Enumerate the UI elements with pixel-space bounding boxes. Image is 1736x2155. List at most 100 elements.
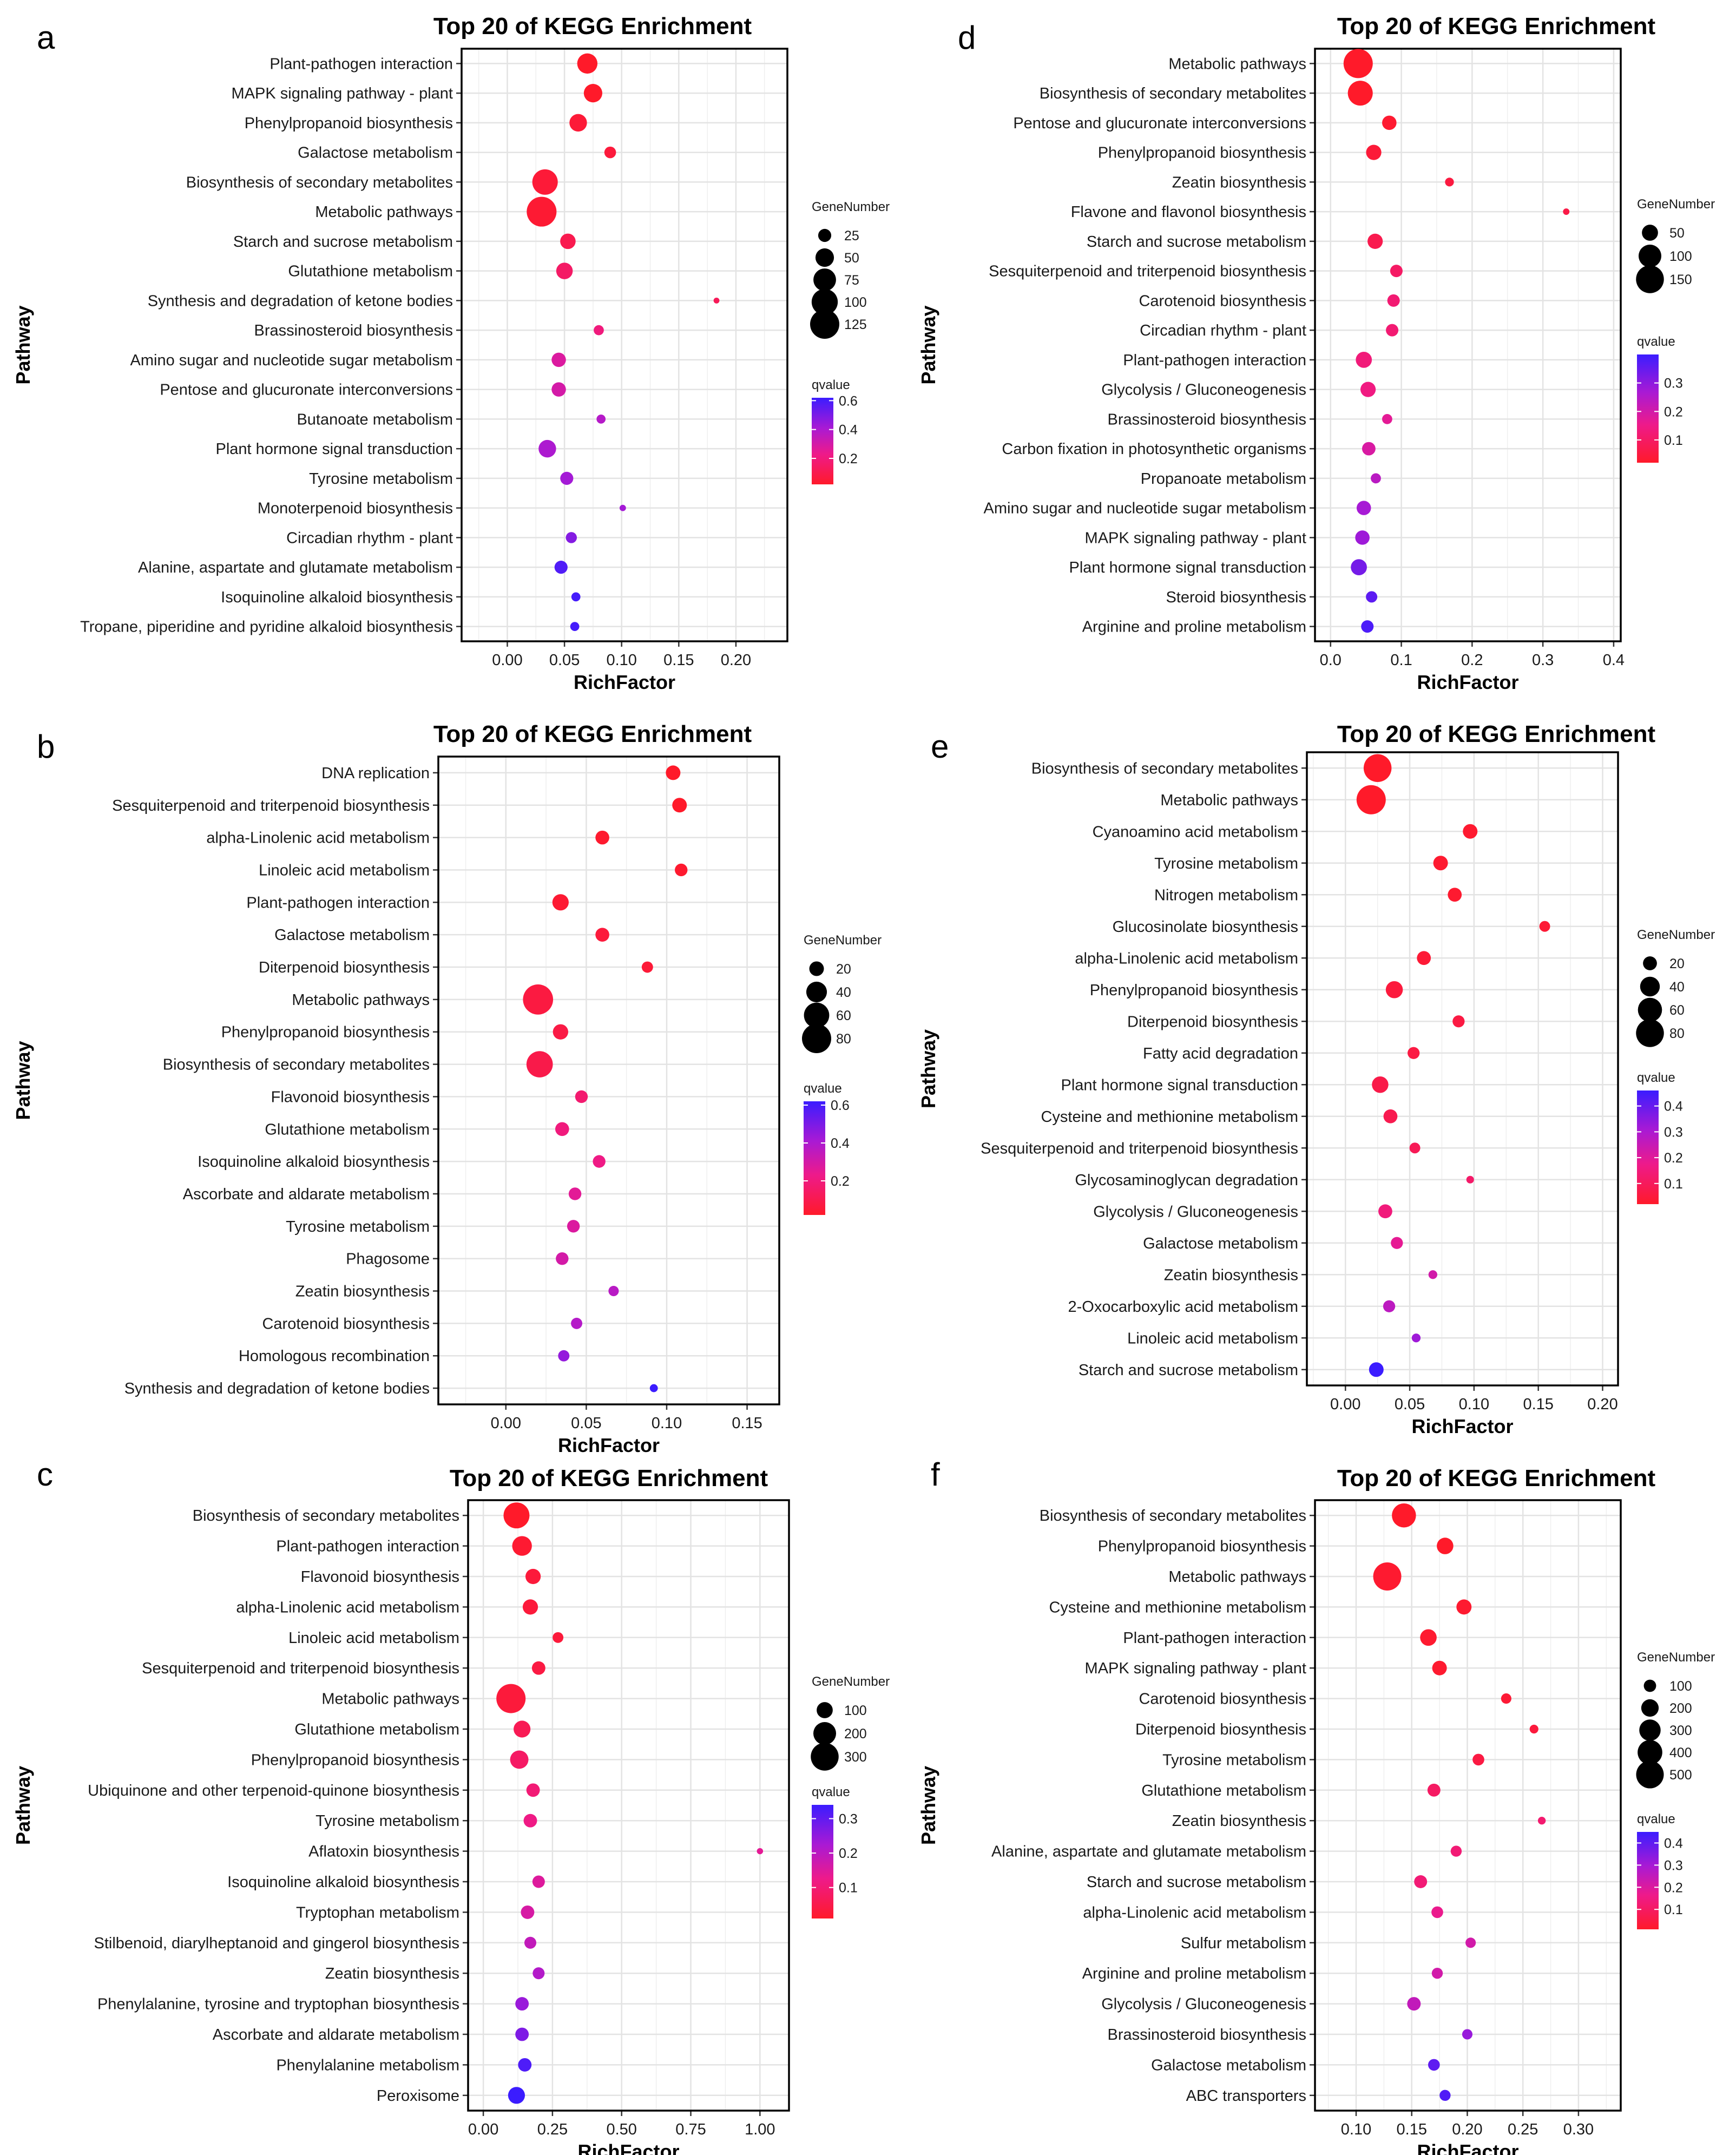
y-tick-label: Propanoate metabolism: [1141, 470, 1306, 488]
panel-a: a Top 20 of KEGG Enrichment Plant-pathogen…: [12, 13, 890, 693]
data-point: [1432, 1660, 1447, 1676]
size-legend-label: 150: [1669, 272, 1692, 287]
data-point: [1351, 559, 1367, 575]
x-tick-label: 0.15: [732, 1415, 762, 1432]
size-legend-label: 25: [844, 228, 859, 244]
y-tick-label: Zeatin biosynthesis: [325, 1965, 459, 1982]
y-tick-label: Ascorbate and aldarate metabolism: [213, 2026, 459, 2044]
y-tick-label: Steroid biosynthesis: [1166, 589, 1306, 606]
color-legend-label: 0.4: [1664, 1099, 1683, 1114]
data-point: [1372, 1076, 1389, 1093]
size-legend-dot: [817, 1702, 833, 1718]
data-point: [569, 114, 587, 132]
size-legend-label: 20: [836, 962, 851, 977]
size-legend-dot: [813, 268, 836, 291]
color-legend-label: 0.6: [831, 1098, 850, 1113]
data-point: [1427, 1783, 1441, 1797]
y-tick-label: Tryptophan metabolism: [296, 1904, 459, 1921]
x-tick-label: 0.00: [492, 652, 522, 669]
y-tick-label: Carotenoid biosynthesis: [1139, 292, 1306, 310]
y-tick-label: Metabolic pathways: [1168, 55, 1306, 73]
size-legend-dot: [1639, 1719, 1661, 1741]
y-tick-label: Starch and sucrose metabolism: [1087, 1874, 1306, 1891]
color-legend-title: qvalue: [812, 1785, 850, 1799]
y-tick-label: Ascorbate and aldarate metabolism: [183, 1186, 430, 1203]
data-point: [1356, 501, 1371, 515]
x-tick-label: 0.4: [1603, 652, 1625, 669]
data-point: [523, 984, 554, 1015]
data-point: [1355, 530, 1370, 545]
y-tick-label: Galactose metabolism: [1143, 1235, 1298, 1252]
y-tick-label: Nitrogen metabolism: [1154, 886, 1298, 904]
panel-e: e Top 20 of KEGG Enrichment Biosynthesis o…: [917, 721, 1715, 1437]
y-tick-label: Zeatin biosynthesis: [1164, 1266, 1298, 1284]
y-tick-label: Stilbenoid, diarylheptanoid and gingerol…: [94, 1935, 459, 1952]
data-point: [514, 1720, 531, 1738]
x-tick-label: 0.1: [1390, 652, 1412, 669]
y-tick-label: Starch and sucrose metabolism: [1079, 1362, 1298, 1379]
y-tick-label: Alanine, aspartate and glutamate metabol…: [991, 1843, 1306, 1861]
y-tick-label: Isoquinoline alkaloid biosynthesis: [198, 1153, 430, 1171]
x-axis-label: RichFactor: [558, 1434, 660, 1456]
data-point: [1456, 1599, 1472, 1615]
y-tick-label: Phenylpropanoid biosynthesis: [245, 115, 453, 132]
x-axis-label: RichFactor: [577, 2140, 679, 2155]
y-tick-label: Tyrosine metabolism: [309, 470, 453, 488]
y-tick-label: MAPK signaling pathway - plant: [1085, 529, 1306, 547]
data-point: [524, 1936, 537, 1949]
x-tick-label: 0.10: [1341, 2121, 1371, 2138]
data-point: [1414, 1875, 1428, 1888]
y-tick-label: Monoterpenoid biosynthesis: [258, 500, 453, 517]
data-point: [641, 961, 653, 973]
data-point: [1431, 1967, 1443, 1979]
size-legend-label: 60: [1669, 1003, 1685, 1018]
data-point: [1409, 1142, 1421, 1154]
data-point: [1385, 981, 1403, 998]
size-legend-label: 300: [1669, 1723, 1692, 1738]
data-point: [672, 798, 687, 813]
y-tick-label: Glycolysis / Gluconeogenesis: [1101, 1996, 1306, 2013]
y-tick-label: Galactose metabolism: [274, 927, 430, 944]
y-tick-label: Phenylalanine, tyrosine and tryptophan b…: [97, 1996, 459, 2013]
data-point: [1386, 324, 1399, 337]
data-point: [1382, 413, 1392, 424]
data-point: [757, 1848, 764, 1855]
data-point: [1408, 1047, 1420, 1059]
size-legend-dot: [1641, 1699, 1659, 1717]
data-point: [560, 471, 574, 485]
data-point: [503, 1502, 530, 1529]
data-point: [553, 1024, 569, 1040]
color-legend-title: qvalue: [804, 1081, 842, 1096]
data-point: [1367, 233, 1383, 249]
panel-label: a: [37, 19, 55, 56]
size-legend-dot: [813, 1722, 837, 1745]
chart-title: Top 20 of KEGG Enrichment: [1337, 1465, 1656, 1492]
y-tick-label: Glutathione metabolism: [1141, 1782, 1306, 1799]
size-legend-dot: [815, 248, 834, 267]
y-tick-label: Flavonoid biosynthesis: [271, 1088, 430, 1106]
data-point: [1356, 352, 1372, 368]
x-tick-label: 0.10: [1459, 1396, 1489, 1413]
panel-label: d: [958, 19, 976, 56]
x-tick-label: 0.05: [571, 1415, 601, 1432]
y-tick-label: Plant-pathogen interaction: [269, 55, 453, 73]
size-legend-label: 100: [844, 295, 867, 310]
y-tick-label: 2-Oxocarboxylic acid metabolism: [1068, 1298, 1298, 1316]
x-tick-label: 0.20: [721, 652, 751, 669]
x-tick-label: 0.00: [468, 2121, 498, 2138]
y-tick-label: Phenylpropanoid biosynthesis: [251, 1751, 459, 1769]
data-point: [538, 439, 556, 458]
data-point: [1382, 115, 1397, 130]
data-point: [608, 1285, 619, 1297]
y-tick-label: Zeatin biosynthesis: [295, 1283, 430, 1300]
size-legend-dot: [1636, 265, 1664, 293]
y-tick-label: Plant hormone signal transduction: [1069, 559, 1306, 576]
color-legend-bar: [812, 398, 833, 484]
x-tick-label: 0.75: [675, 2121, 706, 2138]
x-tick-label: 0.00: [1330, 1396, 1360, 1413]
size-legend-title: GeneNumber: [1637, 1650, 1715, 1665]
size-legend-dot: [1638, 244, 1662, 268]
data-point: [554, 561, 568, 574]
data-point: [532, 1875, 545, 1888]
panel-label: c: [37, 1456, 53, 1493]
